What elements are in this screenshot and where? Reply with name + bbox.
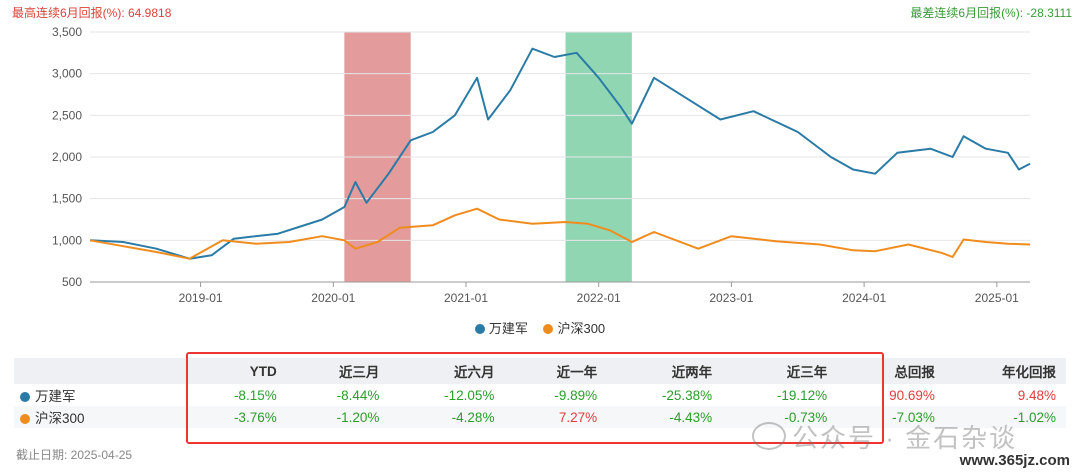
chart-legend: 万建军 沪深300 xyxy=(0,318,1080,337)
row-name-label: 沪深300 xyxy=(35,411,85,426)
legend-item-fund[interactable]: 万建军 xyxy=(474,318,528,337)
x-tick-label: 2020-01 xyxy=(311,291,355,305)
table-cell: -12.05% xyxy=(444,387,495,403)
table-cell: -0.73% xyxy=(722,406,838,428)
table-cell: -25.38% xyxy=(661,387,713,403)
table-row: 沪深300 -3.76% -1.20% -4.28% 7.27% -4.43% -0.73%… xyxy=(14,406,1066,428)
x-tick-label: 2019-01 xyxy=(179,291,223,305)
watermark: 公众号 · 金石杂谈 xyxy=(752,418,1017,455)
table-cell: -1.20% xyxy=(286,406,390,428)
min-return-label: 最差连续6月回报(%): -28.3111 xyxy=(910,6,1072,20)
series-dot-icon xyxy=(20,392,30,402)
max-return-label: 最高连续6月回报(%): 64.9818 xyxy=(12,6,172,20)
series-line-1[interactable] xyxy=(89,207,1031,260)
x-tick-label: 2023-01 xyxy=(709,291,753,305)
series-dot-icon xyxy=(20,414,30,424)
col-header-name xyxy=(14,358,184,384)
table-cell: -3.76% xyxy=(184,406,287,428)
y-tick-label: 1,000 xyxy=(52,233,82,247)
performance-table: YTD 近三月 近六月 近一年 近两年 近三年 总回报 年化回报 万建军 -8.1… xyxy=(14,358,1066,428)
y-tick-label: 500 xyxy=(62,275,82,289)
row-name: 万建军 xyxy=(14,384,184,406)
table-row: 万建军 -8.15% -8.44% -12.05% -9.89% -25.38% -19.1… xyxy=(14,384,1066,406)
y-tick-label: 3,000 xyxy=(52,67,82,81)
y-tick-label: 2,500 xyxy=(52,108,82,122)
y-tick-label: 2,000 xyxy=(52,150,82,164)
col-header: 总回报 xyxy=(837,358,945,384)
x-tick-label: 2024-01 xyxy=(842,291,886,305)
table-header-row: YTD 近三月 近六月 近一年 近两年 近三年 总回报 年化回报 xyxy=(14,358,1066,384)
table-cell: -4.28% xyxy=(389,406,505,428)
table-cell: -7.03% xyxy=(837,406,945,428)
x-tick-label: 2021-01 xyxy=(444,291,488,305)
x-tick-label: 2025-01 xyxy=(975,291,1019,305)
x-tick-label: 2022-01 xyxy=(577,291,621,305)
table-cell: -8.15% xyxy=(233,387,277,403)
table-cell: -19.12% xyxy=(776,387,828,403)
col-header: 近六月 xyxy=(389,358,505,384)
row-name: 沪深300 xyxy=(14,406,184,428)
cutoff-date: 截止日期: 2025-04-25 xyxy=(16,448,133,462)
site-watermark: www.365jz.com xyxy=(959,452,1070,469)
col-header: 近一年 xyxy=(504,358,608,384)
table-cell: -8.44% xyxy=(336,387,380,403)
y-tick-label: 1,500 xyxy=(52,192,82,206)
col-header: 近两年 xyxy=(607,358,723,384)
table-cell: 7.27% xyxy=(504,406,608,428)
wechat-icon xyxy=(752,422,786,450)
legend-dot-icon xyxy=(474,324,485,334)
legend-dot-icon xyxy=(543,324,554,334)
y-tick-label: 3,500 xyxy=(52,25,82,39)
col-header: 近三月 xyxy=(286,358,390,384)
col-header: YTD xyxy=(184,358,287,384)
line-chart: 3,500 3,000 2,500 2,000 1,500 1,000 500 2019-01… xyxy=(52,25,1031,305)
table-cell: -9.89% xyxy=(554,387,598,403)
watermark-text: 公众号 · 金石杂谈 xyxy=(792,423,1018,453)
col-header: 年化回报 xyxy=(944,358,1066,384)
row-name-label: 万建军 xyxy=(35,389,76,404)
table-cell: -4.43% xyxy=(607,406,723,428)
table-cell: -1.02% xyxy=(944,406,1066,428)
table-cell: 90.69% xyxy=(889,387,935,403)
legend-item-index[interactable]: 沪深300 xyxy=(543,318,605,337)
legend-label: 沪深300 xyxy=(557,321,606,336)
table-cell: 9.48% xyxy=(1017,387,1056,403)
legend-label: 万建军 xyxy=(488,321,528,336)
series-line-0[interactable] xyxy=(89,47,1031,260)
col-header: 近三年 xyxy=(722,358,838,384)
